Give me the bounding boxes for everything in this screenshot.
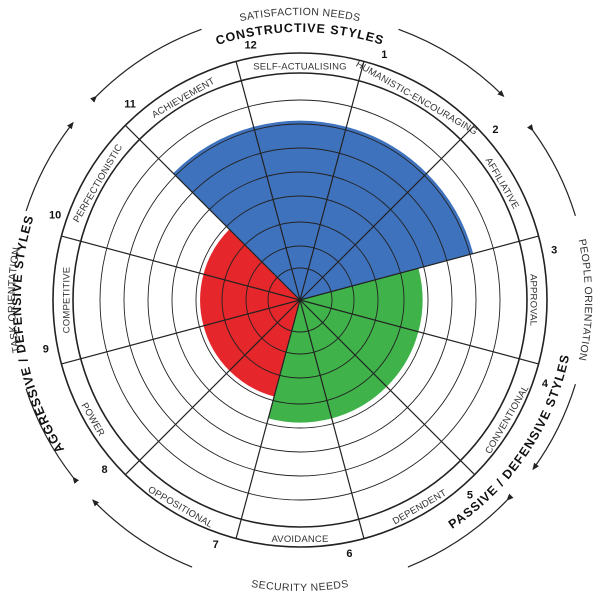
sector-spoke xyxy=(299,124,476,301)
style-number-1: 1 xyxy=(381,49,387,61)
label-band-ring xyxy=(72,72,528,528)
sector-spoke xyxy=(61,299,301,365)
task-arrow-bottom xyxy=(25,388,80,484)
task-arrow-top xyxy=(25,121,74,212)
scale-ring xyxy=(123,123,477,477)
sector-spoke xyxy=(235,299,301,539)
sector-spoke xyxy=(299,299,476,476)
style-label-10: PERFECTIONISTIC xyxy=(71,142,125,224)
scale-ring xyxy=(147,147,453,453)
style-number-4: 4 xyxy=(542,378,549,390)
scale-ring xyxy=(171,171,429,429)
scale-ring xyxy=(267,267,333,333)
score-wedge-9 xyxy=(200,274,300,326)
cluster-label-passive: PASSIVE / DEFENSIVE STYLES xyxy=(446,353,573,532)
security-arrow-right xyxy=(407,493,514,568)
score-wedge-5 xyxy=(300,300,387,419)
outer-ring xyxy=(52,52,548,548)
style-label-3: APPROVAL xyxy=(527,274,538,326)
cluster-label-constructive: CONSTRUCTIVE STYLES xyxy=(214,21,386,48)
style-number-11: 11 xyxy=(124,98,136,110)
scale-ring xyxy=(221,221,379,379)
scale-ring xyxy=(245,245,355,355)
satisfaction-arrow-left xyxy=(89,28,202,103)
score-wedge-4 xyxy=(300,300,419,387)
people-orientation-label: PEOPLE ORIENTATION xyxy=(576,238,594,362)
style-number-8: 8 xyxy=(101,464,107,476)
score-wedge-12 xyxy=(253,120,347,300)
sector-spoke xyxy=(299,299,365,539)
style-number-2: 2 xyxy=(492,124,498,136)
scale-ring xyxy=(195,195,405,405)
style-label-6: AVOIDANCE xyxy=(271,534,328,545)
style-number-5: 5 xyxy=(467,489,473,501)
score-wedge-6 xyxy=(268,300,332,423)
style-label-12: SELF-ACTUALISING xyxy=(253,62,346,73)
sector-spoke xyxy=(299,235,539,301)
sector-spoke xyxy=(299,299,539,365)
score-wedges xyxy=(173,120,474,423)
style-number-7: 7 xyxy=(213,539,219,551)
sector-spoke xyxy=(61,235,301,301)
style-number-12: 12 xyxy=(244,40,256,52)
style-number-9: 9 xyxy=(43,343,49,355)
style-label-7: OPPOSITIONAL xyxy=(146,484,215,530)
style-number-6: 6 xyxy=(346,548,352,560)
task-orientation-label: TASK ORIENTATION xyxy=(6,246,23,354)
score-wedge-3 xyxy=(300,268,423,332)
concentric-rings xyxy=(52,52,548,548)
sector-spoke xyxy=(235,61,301,301)
sector-spokes xyxy=(61,61,539,539)
score-wedge-8 xyxy=(203,300,300,371)
people-arrow-top xyxy=(527,124,576,216)
style-number-10: 10 xyxy=(49,210,61,222)
scale-ring xyxy=(99,99,501,501)
style-number-3: 3 xyxy=(551,244,557,256)
satisfaction-arrow-right xyxy=(398,28,505,98)
score-wedge-10 xyxy=(203,229,300,300)
sector-spoke xyxy=(124,299,301,476)
sector-spoke xyxy=(299,61,365,301)
security-arrow-left xyxy=(92,499,193,568)
score-wedge-7 xyxy=(229,300,300,397)
people-arrow-bottom xyxy=(532,384,576,471)
security-needs-label: SECURITY NEEDS xyxy=(250,578,349,594)
style-label-2: AFFILIATIVE xyxy=(483,156,521,211)
sector-spoke xyxy=(124,124,301,301)
style-label-9: COMPETITIVE xyxy=(62,267,73,334)
style-label-1: HUMANISTIC-ENCOURAGING xyxy=(354,59,479,138)
